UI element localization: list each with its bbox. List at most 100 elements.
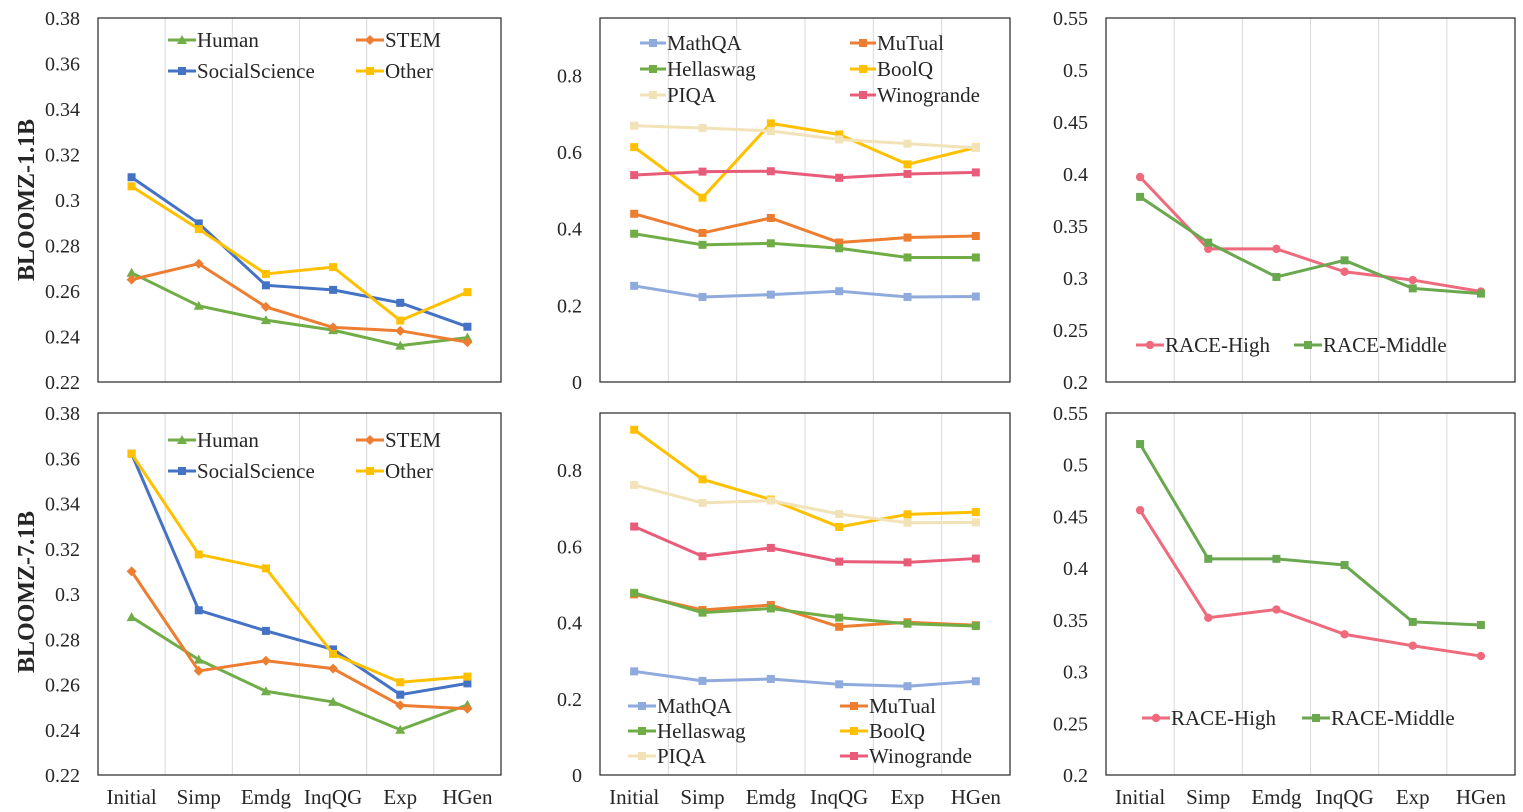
data-point xyxy=(766,674,775,683)
data-point xyxy=(260,655,271,666)
legend-label: BoolQ xyxy=(869,719,925,743)
series-line-hellaswag xyxy=(633,591,976,628)
y-tick-label: 0.5 xyxy=(1063,455,1088,477)
plot-frame xyxy=(599,412,1011,776)
series-line-race-middle xyxy=(1138,443,1481,627)
legend-label: MathQA xyxy=(667,31,742,55)
data-point xyxy=(396,678,405,687)
data-point xyxy=(193,665,204,676)
y-tick-label: 0.55 xyxy=(1053,8,1088,30)
y-tick-label: 0.38 xyxy=(45,403,80,425)
data-point xyxy=(630,588,639,597)
data-point xyxy=(1340,630,1349,639)
data-point xyxy=(630,281,639,290)
data-point xyxy=(1135,506,1145,515)
charts-group: 0.22 0.24 0.26 0.28 0.3 0.32 0.34 0.36 0.38 Human… xyxy=(45,8,1516,809)
y-tick-label: 0.2 xyxy=(557,689,582,711)
data-point xyxy=(463,679,472,688)
legend-marker xyxy=(649,65,657,73)
legend-item-winogrande: Winogrande xyxy=(840,744,972,768)
bench-1.1b-chart: 0 0.2 0.4 0.6 0.8 MathQA MuTual Hellaswag BoolQ P… xyxy=(557,17,1011,394)
legend-marker xyxy=(859,91,867,99)
legend-marker xyxy=(1312,714,1320,722)
data-point xyxy=(193,300,204,310)
y-tick-label: 0.26 xyxy=(45,675,80,697)
data-point xyxy=(194,225,203,234)
legend-label: SocialScience xyxy=(197,59,315,83)
legend-label: RACE-Middle xyxy=(1323,333,1447,357)
legend-marker xyxy=(859,39,867,47)
series-line-race-middle xyxy=(1139,195,1482,296)
data-point xyxy=(903,233,912,242)
data-point xyxy=(194,606,203,615)
series-line-hellaswag xyxy=(633,232,976,259)
series-line-mathqa xyxy=(633,284,976,299)
data-point xyxy=(1272,554,1281,563)
legend-label: STEM xyxy=(385,428,441,452)
race-1.1b-chart: 0.2 0.25 0.3 0.35 0.4 0.45 0.5 0.55 RACE-High RAC… xyxy=(1053,8,1516,394)
data-point xyxy=(194,219,203,228)
data-point xyxy=(463,322,472,331)
y-tick-label: 0.45 xyxy=(1053,112,1088,134)
data-point xyxy=(835,238,844,247)
series-line-socialscience xyxy=(130,453,468,697)
legend-marker xyxy=(850,702,858,710)
data-point xyxy=(835,287,844,296)
mmlu-1.1b-chart: 0.22 0.24 0.26 0.28 0.3 0.32 0.34 0.36 0.38 Human… xyxy=(45,8,502,394)
y-tick-label: 0.4 xyxy=(1063,558,1088,580)
y-tick-label: 0.5 xyxy=(1063,60,1088,82)
data-point xyxy=(903,139,912,148)
data-point xyxy=(835,680,844,689)
data-point xyxy=(1204,613,1213,622)
data-point xyxy=(261,281,270,290)
series-line-piqa xyxy=(633,483,976,525)
data-point xyxy=(835,135,844,144)
y-tick-label: 0.3 xyxy=(55,190,80,212)
y-tick-label: 0.4 xyxy=(557,613,582,635)
data-point xyxy=(1408,617,1417,626)
data-point xyxy=(698,676,707,685)
series-line-winogrande xyxy=(633,525,976,564)
legend-marker xyxy=(365,35,375,45)
x-tick-label: Initial xyxy=(1115,785,1165,809)
data-point xyxy=(766,496,775,505)
data-point xyxy=(698,193,707,202)
y-tick-label: 0.22 xyxy=(45,765,80,787)
data-point xyxy=(698,123,707,132)
data-point xyxy=(1272,244,1281,254)
legend-item-boolq: BoolQ xyxy=(840,719,925,743)
data-point xyxy=(971,232,980,241)
data-point xyxy=(766,543,775,552)
data-point xyxy=(329,263,338,272)
data-point xyxy=(698,167,707,176)
legend-item-mathqa: MathQA xyxy=(640,31,742,55)
y-tick-label: 0.8 xyxy=(557,65,582,87)
data-point xyxy=(193,258,204,269)
y-tick-label: 0 xyxy=(572,372,582,394)
legend-label: Hellaswag xyxy=(667,57,756,81)
data-point xyxy=(1476,651,1486,661)
data-point xyxy=(260,301,271,312)
legend-marker xyxy=(850,727,858,735)
legend-label: Other xyxy=(385,59,433,83)
x-tick-label: Exp xyxy=(1396,785,1430,809)
legend-item-mutual: MuTual xyxy=(840,694,936,718)
data-point xyxy=(395,325,406,336)
data-point xyxy=(630,209,639,218)
x-tick-label: Simp xyxy=(680,785,724,809)
series-line-mutual xyxy=(633,212,976,245)
data-point xyxy=(1204,244,1213,254)
data-point xyxy=(194,550,203,559)
legend-label: MuTual xyxy=(869,694,936,718)
legend-marker xyxy=(177,435,187,444)
data-point xyxy=(462,332,473,342)
legend-marker xyxy=(638,702,646,710)
data-point xyxy=(463,672,472,681)
data-point xyxy=(1408,641,1417,650)
data-point xyxy=(835,613,844,622)
y-tick-label: 0.3 xyxy=(1063,268,1088,290)
y-tick-label: 0.6 xyxy=(557,142,582,164)
legend-marker xyxy=(859,65,867,73)
data-point xyxy=(903,169,912,178)
